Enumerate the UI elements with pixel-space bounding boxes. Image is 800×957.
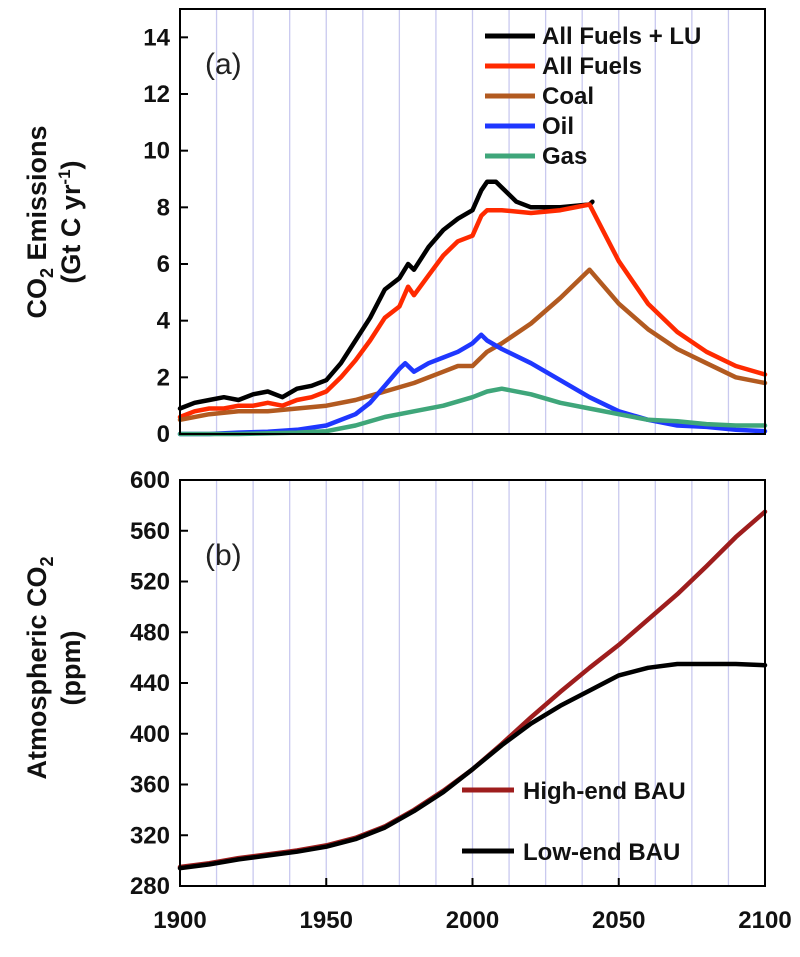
panel-b-y-axis-label: Atmospheric CO2 (ppm) (22, 556, 86, 779)
panel-b-label: (b) (205, 539, 242, 572)
panel-b-ylabel-line1: Atmospheric CO2 (22, 556, 57, 779)
panel-a-y-tick-label: 14 (143, 24, 170, 51)
panel-b-y-tick-label: 320 (130, 822, 170, 849)
panel-a-ylabel-line1: CO2 Emissions (22, 125, 57, 318)
panel-a-label: (a) (205, 48, 242, 81)
panel-a-y-tick-label: 10 (143, 138, 170, 165)
panel-b-x-tick-label: 1900 (153, 907, 206, 934)
panel-b-y-tick-labels: 280 320 360 400 440 480 520 560 600 (130, 467, 188, 900)
series-line-gas (177, 386, 768, 437)
panel-b-plot-frame (179, 479, 766, 887)
panel-b-legend: High-end BAU Low-end BAU (462, 778, 686, 866)
panel-b-y-tick-label: 480 (130, 619, 170, 646)
panel-a-y-tick-label: 6 (157, 251, 170, 278)
panel-a-y-axis-label: CO2 Emissions (Gt C yr-1) (22, 125, 86, 318)
panel-b-grid (215, 480, 730, 886)
legend-label-all-fuels-lu: All Fuels + LU (542, 23, 701, 50)
panel-b-y-tick-label: 600 (130, 467, 170, 494)
legend-label-gas: Gas (542, 143, 587, 170)
legend-label-coal: Coal (542, 83, 594, 110)
panel-a-series (177, 179, 768, 437)
panel-a-y-tick-labels: 0 2 4 6 8 10 12 14 (143, 24, 188, 448)
panel-b-x-tick-label: 1950 (300, 907, 353, 934)
legend-label-low-end-bau: Low-end BAU (523, 839, 680, 866)
panel-b-x-tick-label: 2100 (738, 907, 791, 934)
legend-label-high-end-bau: High-end BAU (523, 778, 686, 805)
panel-b-ylabel-line2: (ppm) (56, 631, 86, 706)
panel-b-series (177, 509, 768, 871)
series-line-all-fuels-lu (177, 179, 595, 411)
series-line-low-end-bau (177, 661, 768, 871)
panel-b-y-tick-label: 400 (130, 721, 170, 748)
panel-a-y-tick-label: 0 (157, 421, 170, 448)
panel-b-x-tick-labels: 1900 1950 2000 2050 2100 (153, 878, 792, 934)
panel-a-y-tick-label: 2 (157, 364, 170, 391)
legend-label-all-fuels: All Fuels (542, 53, 642, 80)
panel-b-y-tick-label: 280 (130, 873, 170, 900)
panel-a-ylabel-line2: (Gt C yr-1) (55, 160, 86, 283)
series-line-coal (177, 267, 768, 423)
panel-a-grid (215, 9, 730, 434)
panel-b-atmospheric-co2-chart: 280 320 360 400 440 480 520 560 600 1900 1950 2000… (22, 467, 792, 934)
legend-label-oil: Oil (542, 113, 574, 140)
panel-b-y-tick-label: 560 (130, 518, 170, 545)
panel-a-y-tick-label: 4 (157, 308, 171, 335)
panel-a-emissions-chart: 0 2 4 6 8 10 12 14 (a) All Fuels + LU All Fuels… (22, 8, 768, 448)
panel-a-plot-frame (179, 8, 766, 435)
panel-a-legend: All Fuels + LU All Fuels Coal Oil Gas (485, 23, 701, 170)
series-line-all-fuels (177, 202, 768, 420)
panel-b-y-tick-label: 440 (130, 670, 170, 697)
panel-a-y-tick-label: 12 (143, 81, 170, 108)
panel-b-x-tick-label: 2000 (446, 907, 499, 934)
panel-b-y-tick-label: 360 (130, 772, 170, 799)
panel-b-y-tick-label: 520 (130, 569, 170, 596)
panel-a-y-tick-label: 8 (157, 194, 170, 221)
panel-b-x-tick-label: 2050 (592, 907, 645, 934)
